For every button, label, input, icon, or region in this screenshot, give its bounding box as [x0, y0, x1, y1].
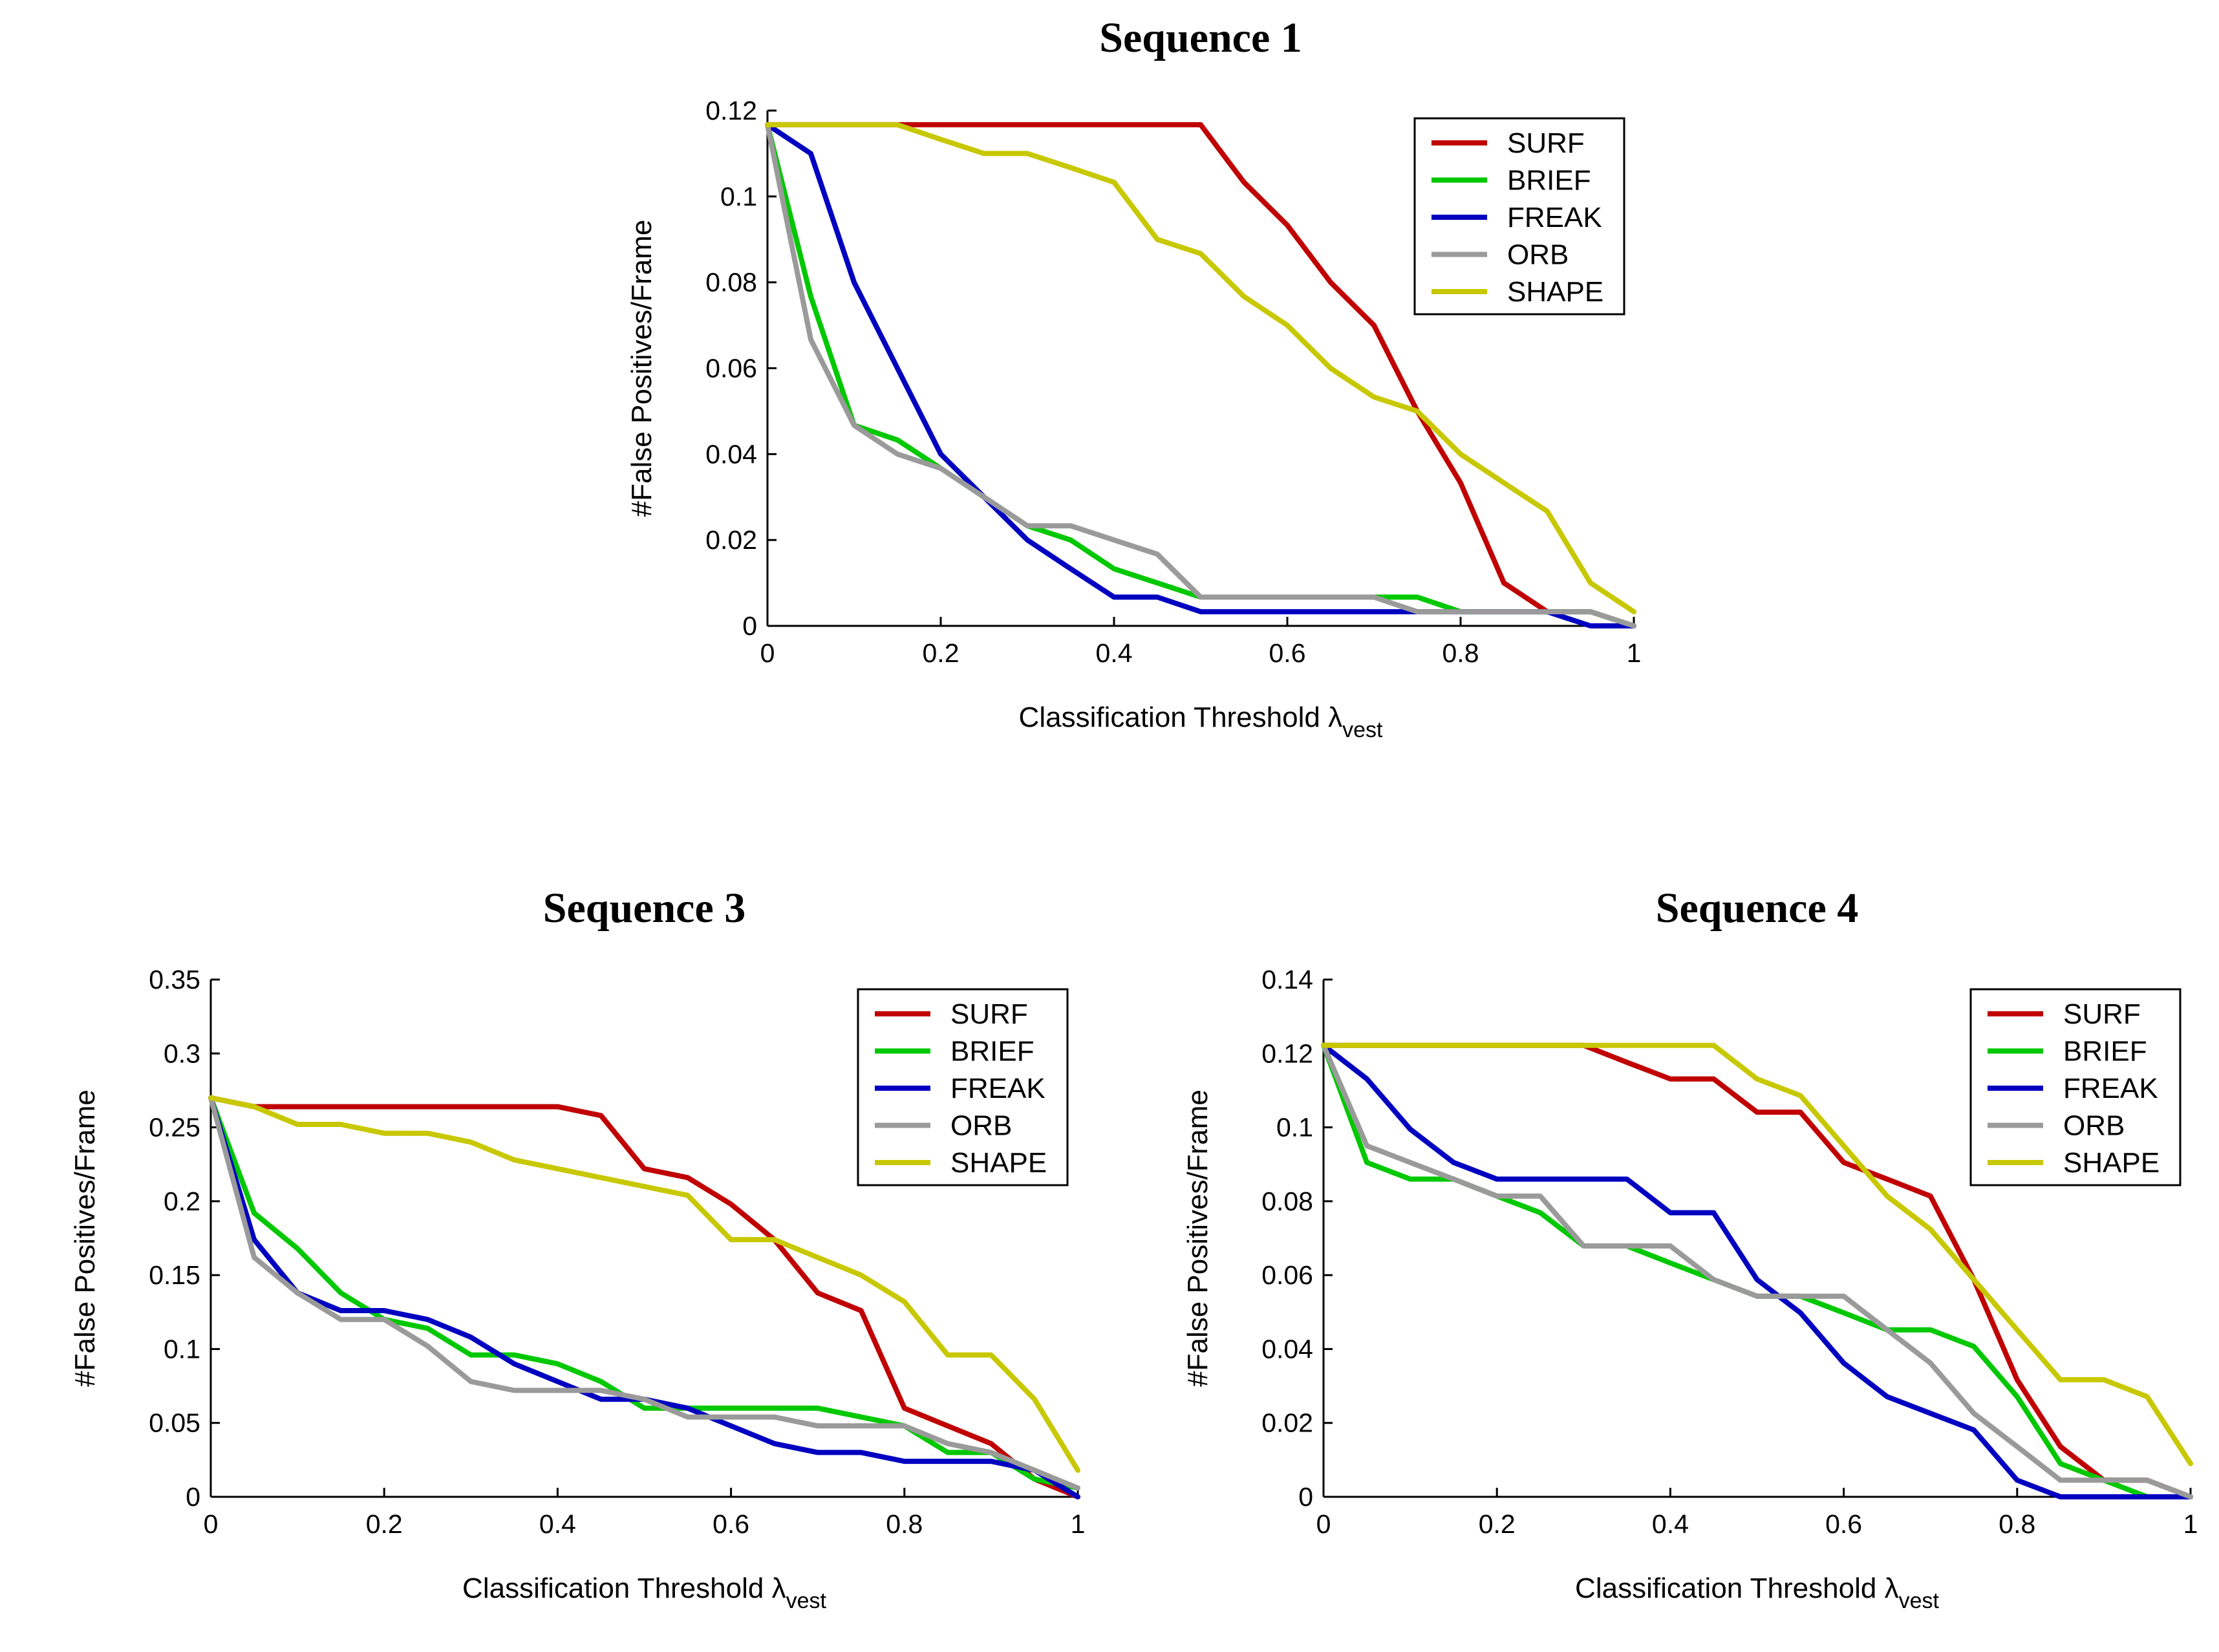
- legend-label-orb: ORB: [2063, 1110, 2125, 1142]
- x-tick-label: 0.4: [1096, 638, 1133, 668]
- y-tick-label: 0.04: [705, 439, 757, 469]
- x-axis-label-text: Classification Threshold λ: [1575, 1572, 1899, 1604]
- y-tick-label: 0: [1298, 1482, 1313, 1512]
- y-tick-label: 0.08: [705, 268, 757, 297]
- y-axis-label: #False Positives/Frame: [626, 220, 658, 517]
- chart-title: Sequence 1: [1099, 14, 1302, 61]
- series-line-shape: [208, 1095, 1080, 1473]
- x-tick-label: 0.4: [539, 1509, 576, 1539]
- legend-label-brief: BRIEF: [1507, 165, 1591, 197]
- legend-label-freak: FREAK: [1507, 202, 1602, 233]
- x-tick-label: 1: [1071, 1509, 1086, 1539]
- series-line-orb: [208, 1095, 1080, 1491]
- x-tick-label: 0.6: [713, 1509, 749, 1539]
- x-tick-label: 0: [204, 1509, 219, 1539]
- y-tick-label: 0.02: [705, 525, 757, 555]
- legend-label-brief: BRIEF: [2063, 1036, 2147, 1067]
- chart-1: Sequence 1 0 0.2 0.4 0.6 0.8 1 0 0.02 0.04 0.06 0.0…: [626, 14, 1641, 742]
- y-tick-label: 0.08: [1261, 1186, 1313, 1216]
- y-axis-label: #False Positives/Frame: [1182, 1089, 1214, 1387]
- y-tick-label: 0.06: [705, 354, 757, 383]
- y-tick-label: 0.06: [1261, 1260, 1313, 1290]
- y-tick-label: 0.12: [705, 96, 757, 125]
- y-tick-label: 0.35: [149, 965, 200, 994]
- chart-title: Sequence 3: [543, 885, 746, 932]
- x-axis-label-text: Classification Threshold λ: [462, 1572, 786, 1604]
- y-tick-label: 0.1: [164, 1334, 200, 1364]
- y-axis-label: #False Positives/Frame: [69, 1089, 101, 1387]
- x-tick-label: 0.4: [1652, 1509, 1689, 1539]
- legend: SURF BRIEF FREAK ORB SHAPE: [857, 988, 1069, 1186]
- y-tick-label: 0.12: [1261, 1038, 1313, 1068]
- y-tick-label: 0.3: [164, 1038, 200, 1068]
- y-tick-label: 0: [186, 1482, 200, 1512]
- x-tick-label: 0.6: [1269, 638, 1306, 668]
- x-axis-label-text: Classification Threshold λ: [1019, 702, 1343, 733]
- x-tick-label: 0.2: [923, 638, 959, 668]
- x-tick-label: 0.2: [1479, 1509, 1516, 1539]
- legend: SURF BRIEF FREAK ORB SHAPE: [1413, 117, 1625, 316]
- legend-label-orb: ORB: [950, 1110, 1012, 1142]
- legend-label-surf: SURF: [1507, 127, 1585, 159]
- legend-label-freak: FREAK: [2063, 1073, 2158, 1104]
- x-tick-label: 0.8: [886, 1509, 923, 1539]
- legend-label-shape: SHAPE: [1507, 276, 1603, 308]
- y-tick-label: 0.1: [720, 182, 757, 211]
- legend-label-brief: BRIEF: [950, 1036, 1034, 1067]
- chart-title: Sequence 4: [1656, 885, 1859, 932]
- x-tick-label: 0.8: [1999, 1509, 2035, 1539]
- y-tick-label: 0.2: [164, 1186, 200, 1216]
- y-tick-label: 0.1: [1276, 1113, 1313, 1142]
- series-line-shape: [1321, 1042, 2193, 1466]
- chart-2: Sequence 3 0 0.2 0.4 0.6 0.8 1 0 0.05 0.1 0.15 0.2 0…: [69, 885, 1085, 1613]
- series-line-surf: [765, 122, 1636, 628]
- y-tick-label: 0.14: [1261, 965, 1313, 994]
- legend-label-shape: SHAPE: [2063, 1147, 2160, 1179]
- series-line-brief: [208, 1095, 1080, 1491]
- y-tick-label: 0.02: [1261, 1408, 1313, 1438]
- legend-label-surf: SURF: [2063, 998, 2141, 1030]
- x-tick-label: 1: [2183, 1509, 2198, 1539]
- x-tick-label: 0.2: [366, 1509, 403, 1539]
- y-tick-label: 0: [742, 611, 757, 641]
- x-tick-label: 0.8: [1442, 638, 1479, 668]
- series-line-surf: [208, 1095, 1080, 1499]
- x-tick-label: 0: [760, 638, 775, 668]
- series-line-orb: [765, 122, 1636, 628]
- x-tick-label: 0.6: [1825, 1509, 1862, 1539]
- legend: SURF BRIEF FREAK ORB SHAPE: [1969, 988, 2181, 1186]
- legend-label-freak: FREAK: [950, 1073, 1045, 1104]
- x-axis-label: Classification Threshold λvest: [1019, 702, 1383, 742]
- y-tick-label: 0.25: [149, 1113, 200, 1142]
- x-axis-label-subscript: vest: [786, 1589, 827, 1613]
- legend-label-orb: ORB: [1507, 239, 1569, 271]
- chart-3: Sequence 4 0 0.2 0.4 0.6 0.8 1 0 0.02 0.04 0.06 0.0…: [1182, 885, 2198, 1613]
- x-axis-label-subscript: vest: [1342, 718, 1383, 742]
- y-tick-label: 0.05: [149, 1408, 200, 1438]
- series-line-shape: [765, 122, 1636, 615]
- series-line-orb: [1321, 1042, 2193, 1499]
- x-tick-label: 0: [1316, 1509, 1331, 1539]
- y-tick-label: 0.15: [149, 1260, 200, 1290]
- x-axis-label: Classification Threshold λvest: [462, 1572, 826, 1613]
- x-axis-label-subscript: vest: [1899, 1589, 1940, 1613]
- y-tick-label: 0.04: [1261, 1334, 1313, 1364]
- series-line-freak: [1321, 1042, 2193, 1499]
- x-axis-label: Classification Threshold λvest: [1575, 1572, 1939, 1613]
- legend-label-surf: SURF: [950, 998, 1028, 1030]
- x-tick-label: 1: [1627, 638, 1642, 668]
- legend-label-shape: SHAPE: [950, 1147, 1047, 1179]
